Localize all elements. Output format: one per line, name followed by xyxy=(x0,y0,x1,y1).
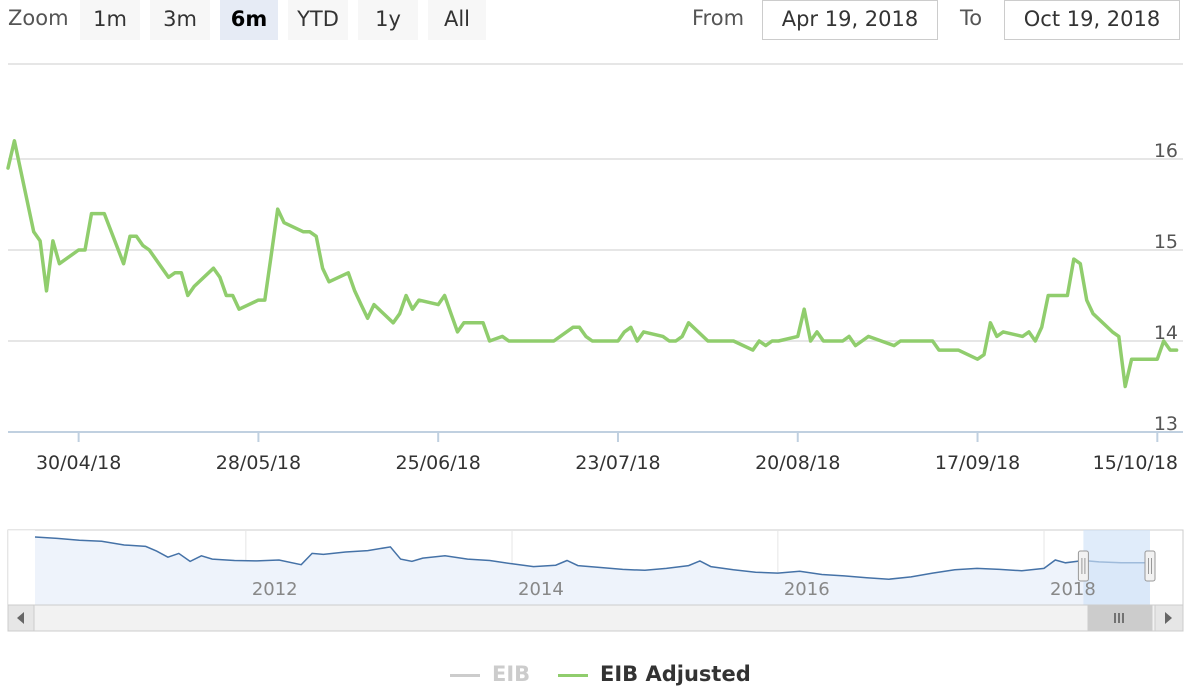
series-eib-adjusted[interactable] xyxy=(6,139,1179,389)
legend: EIB EIB Adjusted xyxy=(0,658,1200,692)
scrollbar-thumb[interactable] xyxy=(1087,605,1153,631)
range-selector: Zoom 1m 3m 6m YTD 1y All From Apr 19, 20… xyxy=(0,0,1200,42)
zoom-all-button[interactable]: All xyxy=(428,0,486,40)
from-label: From xyxy=(692,6,745,30)
navigator-year-label-2012: 2012 xyxy=(252,579,298,600)
scrollbar-track[interactable] xyxy=(7,604,1184,632)
legend-eib-line-icon xyxy=(450,674,480,677)
series-line-0 xyxy=(6,139,1179,389)
navigator-year-label-2016: 2016 xyxy=(784,579,830,600)
scrollbar[interactable] xyxy=(7,604,1184,632)
zoom-1y-button[interactable]: 1y xyxy=(358,0,418,40)
zoom-1m-button[interactable]: 1m xyxy=(80,0,140,40)
navigator-year-labels: 2012 2014 2016 2018 xyxy=(252,579,1096,600)
y-axis-labels: 13 14 15 16 xyxy=(1154,140,1178,435)
legend-eib-adjusted-label: EIB Adjusted xyxy=(600,662,751,686)
x-tick-label-2: 25/06/18 xyxy=(396,452,481,474)
navigator-year-label-2014: 2014 xyxy=(518,579,564,600)
zoom-ytd-button[interactable]: YTD xyxy=(288,0,348,40)
legend-eib-label: EIB xyxy=(492,662,531,686)
navigator-left-mask xyxy=(8,530,35,605)
x-axis-labels: 30/04/18 28/05/18 25/06/18 23/07/18 20/08/18… xyxy=(36,452,1178,474)
navigator-year-label-2018: 2018 xyxy=(1050,579,1096,600)
legend-eib-adjusted-line-icon xyxy=(558,674,588,677)
x-tick-label-0: 30/04/18 xyxy=(36,452,121,474)
x-tick-label-3: 23/07/18 xyxy=(575,452,660,474)
navigator-line xyxy=(34,536,1150,580)
scroll-right-arrow-icon xyxy=(1165,612,1172,624)
zoom-3m-button[interactable]: 3m xyxy=(150,0,210,40)
navigator-right-handle[interactable] xyxy=(1144,550,1156,582)
stock-chart: 13 14 15 16 30/04/18 28/05/18 25/06/18 23/07/1… xyxy=(6,63,1184,632)
x-tick-label-1: 28/05/18 xyxy=(216,452,301,474)
zoom-label: Zoom xyxy=(8,6,69,30)
x-tick-label-5: 17/09/18 xyxy=(935,452,1020,474)
legend-item-eib-adjusted[interactable]: EIB Adjusted xyxy=(558,658,778,692)
navigator-right-handle-grip[interactable] xyxy=(1144,550,1156,582)
to-date-input[interactable]: Oct 19, 2018 xyxy=(1004,0,1180,40)
x-tick-label-4: 20/08/18 xyxy=(755,452,840,474)
scroll-left-arrow-icon xyxy=(17,612,24,624)
navigator-selection[interactable] xyxy=(1083,530,1150,605)
to-label: To xyxy=(960,6,983,30)
navigator-left-handle-grip[interactable] xyxy=(1077,550,1089,582)
navigator-left-handle[interactable] xyxy=(1077,550,1089,582)
scrollbar-grip-icon xyxy=(1114,613,1124,623)
legend-item-eib[interactable]: EIB xyxy=(450,658,560,692)
x-axis-ticks xyxy=(77,432,1159,442)
y-tick-label-16: 16 xyxy=(1154,140,1178,162)
y-tick-label-14: 14 xyxy=(1154,322,1178,344)
from-date-input[interactable]: Apr 19, 2018 xyxy=(762,0,938,40)
navigator[interactable]: 2012 2014 2016 2018 xyxy=(7,529,1184,606)
zoom-6m-button[interactable]: 6m xyxy=(220,0,278,40)
y-tick-label-15: 15 xyxy=(1154,231,1178,253)
y-tick-label-13: 13 xyxy=(1154,413,1178,435)
y-gridlines xyxy=(8,158,1183,342)
x-tick-label-6: 15/10/18 xyxy=(1093,452,1178,474)
